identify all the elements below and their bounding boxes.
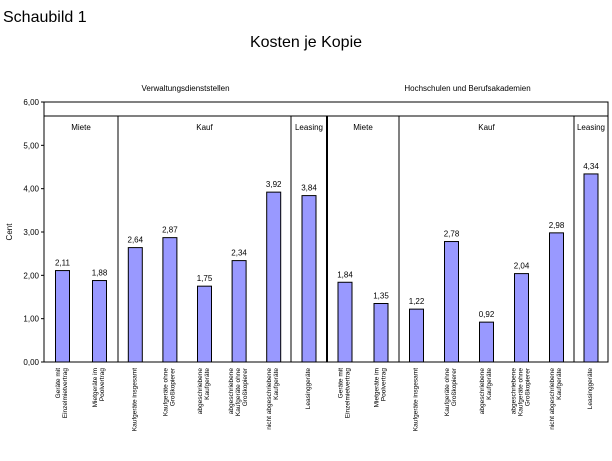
bar: [373, 303, 389, 363]
bar: [549, 232, 564, 363]
bar: [197, 285, 212, 363]
category-label: abgeschriebeneKaufgeräte ohneGroßkopiere…: [228, 367, 249, 416]
bar: [337, 281, 353, 363]
section-label: Leasing: [295, 123, 323, 132]
bar-value-label: 2,98: [549, 221, 565, 230]
category-label: Leasinggeräte: [305, 368, 312, 410]
bar-value-label: 2,64: [128, 236, 144, 245]
y-tick-label: 1,00: [23, 315, 39, 324]
bar-value-label: 1,22: [409, 297, 425, 306]
category-label: Kaufgeräte insgesamt: [413, 368, 420, 431]
bar: [127, 247, 143, 363]
bar-value-label: 2,87: [162, 226, 178, 235]
bar-value-label: 0,92: [479, 310, 495, 319]
bar: [162, 237, 178, 363]
bar: [479, 321, 494, 363]
group-title: Verwaltungsdienststellen: [141, 84, 229, 93]
y-tick-label: 2,00: [23, 271, 39, 280]
section-label: Miete: [71, 123, 91, 132]
bar: [409, 308, 424, 363]
y-axis-label: Cent: [5, 223, 14, 241]
bar: [55, 270, 70, 363]
bar-value-label: 3,92: [266, 180, 282, 189]
bar-value-label: 1,84: [337, 270, 353, 279]
section-label: Leasing: [577, 123, 605, 132]
bar-value-label: 1,75: [197, 274, 213, 283]
y-tick-label: 6,00: [23, 98, 39, 107]
bar: [514, 273, 529, 363]
bar: [301, 195, 317, 363]
section-label: Miete: [353, 123, 373, 132]
bar-value-label: 2,04: [514, 262, 530, 271]
bar: [92, 280, 107, 363]
category-label: Kaufgeräte insgesamt: [131, 368, 138, 431]
section-label: Kauf: [478, 123, 495, 132]
bar: [583, 173, 599, 363]
y-tick-label: 5,00: [23, 141, 39, 150]
category-label: Mietgeräte imPoolvertrag: [374, 368, 388, 408]
category-label: Mietgeräte imPoolvertrag: [92, 368, 106, 408]
chart-title: Kosten je Kopie: [249, 34, 363, 51]
bar-value-label: 3,84: [301, 184, 317, 193]
y-tick-label: 4,00: [23, 185, 39, 194]
y-tick-label: 0,00: [23, 358, 39, 367]
bar: [231, 260, 247, 363]
bar-value-label: 1,88: [92, 269, 108, 278]
figure-label: Schaubild 1: [3, 9, 87, 26]
category-label: nicht abgeschriebeneKaufgeräte: [266, 368, 280, 430]
category-label: nicht abgeschriebeneKaufgeräte: [549, 368, 563, 430]
category-label: abgeschriebeneKaufgeräte: [479, 368, 493, 415]
group-title: Hochschulen und Berufsakademien: [404, 84, 530, 93]
category-label: Kaufgeräte ohneGroßkopierer: [162, 367, 176, 416]
bar-value-label: 2,78: [444, 230, 460, 239]
bar: [444, 241, 459, 363]
category-label: Geräte mitEinzelmietvertrag: [338, 368, 352, 419]
category-label: Geräte mitEinzelmietvertrag: [55, 368, 69, 419]
bar-value-label: 1,35: [373, 292, 389, 301]
category-label: Leasinggeräte: [587, 368, 594, 410]
section-label: Kauf: [196, 123, 213, 132]
y-tick-label: 3,00: [23, 228, 39, 237]
bar-value-label: 2,11: [55, 259, 71, 268]
category-label: abgeschriebeneKaufgeräte ohneGroßkopiere…: [511, 367, 532, 416]
bar: [266, 191, 282, 363]
category-label: abgeschriebeneKaufgeräte: [197, 368, 211, 415]
category-label: Kaufgeräte ohneGroßkopierer: [444, 367, 458, 416]
bar-value-label: 2,34: [231, 249, 247, 258]
bar-value-label: 4,34: [583, 162, 599, 171]
